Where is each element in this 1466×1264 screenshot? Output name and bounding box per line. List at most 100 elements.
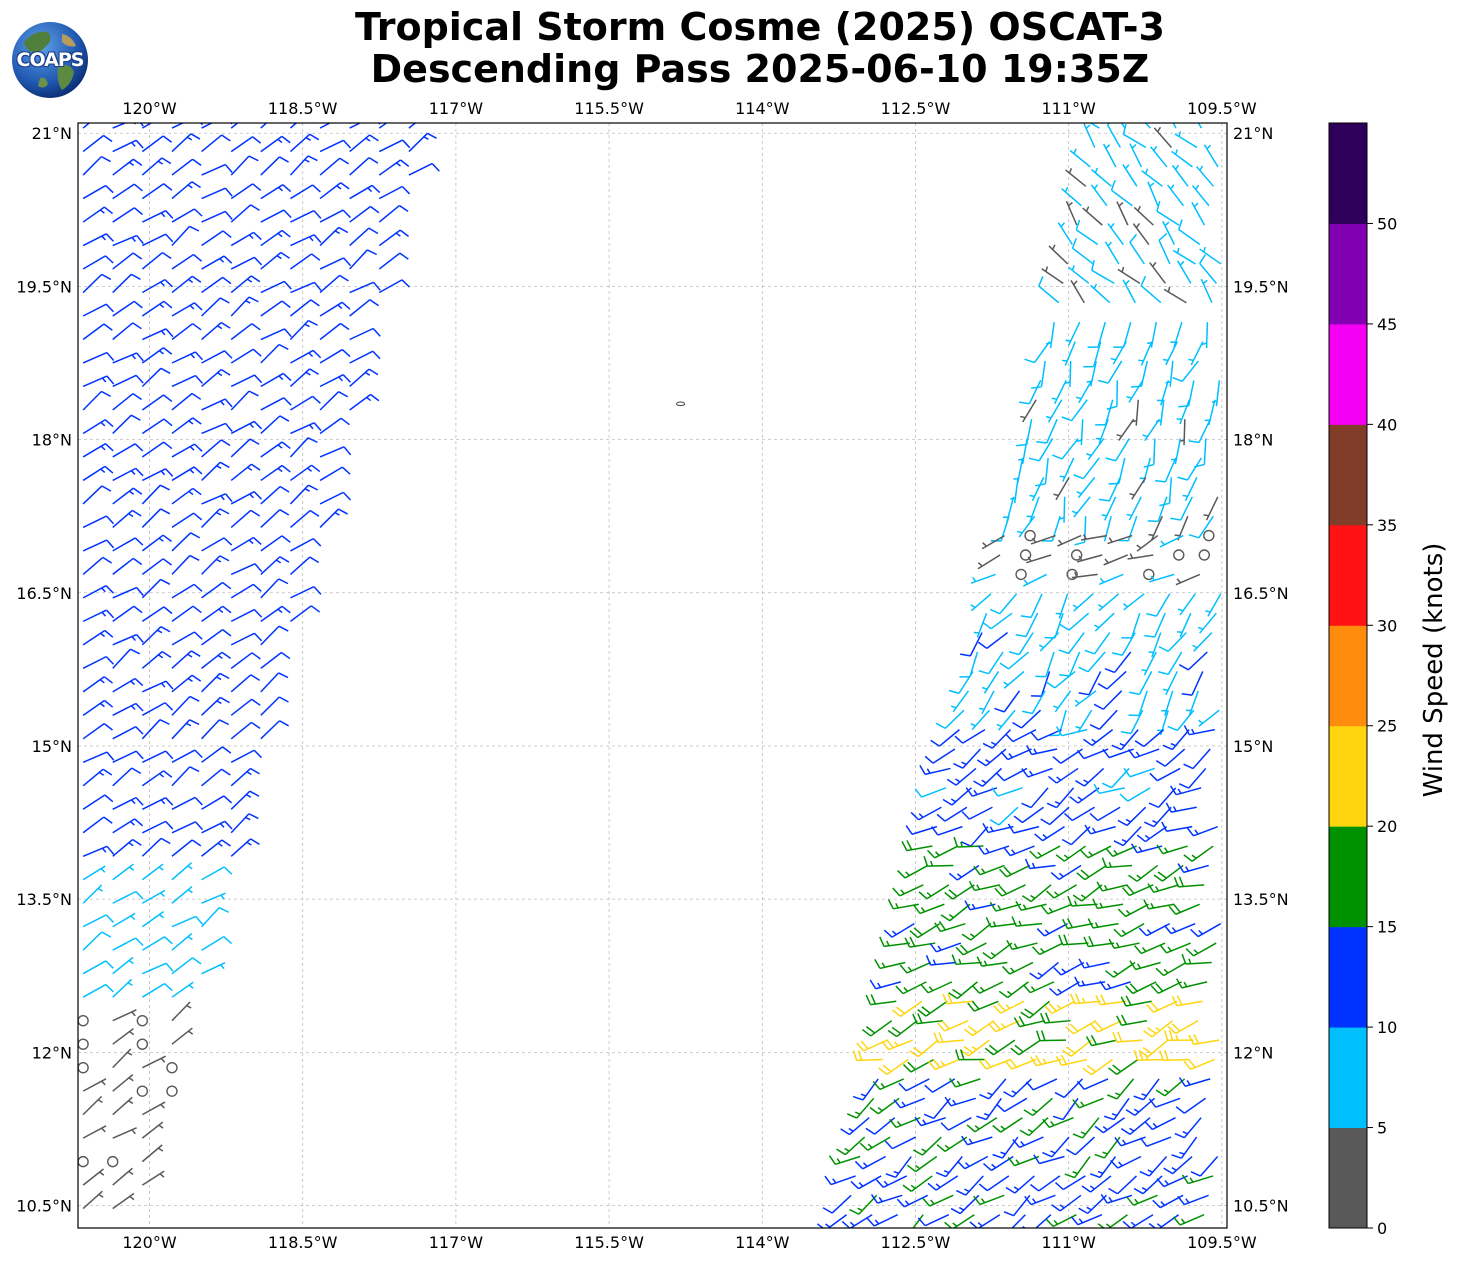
- barb-half: [969, 933, 976, 938]
- wind-barb: [349, 281, 381, 294]
- wind-barb: [349, 327, 381, 341]
- barb-staff: [201, 629, 224, 646]
- wind-barb: [1076, 1078, 1109, 1090]
- wind-barb: [875, 1175, 908, 1188]
- wind-barb: [1022, 981, 1055, 994]
- wind-barb: [141, 300, 173, 317]
- barb-full: [1076, 1080, 1085, 1090]
- barb-full: [193, 466, 203, 475]
- wind-barb: [1138, 341, 1153, 366]
- barb-half: [1138, 846, 1143, 852]
- wind-barb: [1120, 995, 1152, 1007]
- wind-barb: [260, 464, 291, 482]
- barb-half: [978, 707, 985, 711]
- wind-barb: [1201, 322, 1209, 349]
- barb-full: [101, 390, 111, 398]
- wind-barb: [142, 680, 174, 693]
- wind-barb: [1159, 534, 1184, 548]
- wind-barb: [1071, 571, 1098, 579]
- barb-full: [1112, 652, 1123, 656]
- barb-half: [1053, 1219, 1059, 1225]
- barb-staff: [171, 133, 192, 153]
- barb-full: [1095, 994, 1101, 1006]
- barb-staff: [1167, 632, 1187, 652]
- barb-full: [1181, 1174, 1189, 1184]
- barb-full: [926, 849, 936, 859]
- wind-barb: [920, 981, 953, 994]
- barb-full: [865, 994, 872, 1005]
- wind-barb: [82, 914, 115, 928]
- barb-full: [224, 187, 233, 197]
- barb-staff: [1012, 942, 1038, 951]
- barb-full: [989, 901, 997, 912]
- barb-staff: [934, 845, 959, 859]
- barb-staff: [1121, 632, 1136, 656]
- wind-barb: [973, 1194, 1005, 1206]
- wind-barb: [141, 702, 174, 716]
- barb-half: [1110, 357, 1116, 361]
- barb-full: [977, 641, 988, 649]
- barb-half: [1033, 748, 1038, 754]
- barb-staff: [171, 766, 191, 787]
- barb-staff: [112, 633, 137, 646]
- barb-staff: [969, 651, 979, 678]
- wind-barb: [1172, 1214, 1205, 1226]
- barb-full: [251, 652, 261, 660]
- barb-staff: [82, 273, 103, 294]
- wind-barb: [1055, 1054, 1088, 1067]
- barb-staff: [867, 1136, 891, 1151]
- wind-barb: [1155, 748, 1186, 767]
- barb-staff: [289, 509, 311, 528]
- barb-full: [348, 123, 351, 124]
- barb-full: [912, 1013, 918, 1024]
- barb-full: [866, 1217, 875, 1227]
- barb-half: [1145, 1054, 1149, 1061]
- barb-staff: [1107, 360, 1123, 384]
- wind-barb: [869, 979, 901, 990]
- barb-full: [998, 885, 1008, 895]
- barb-full: [1040, 1012, 1046, 1024]
- barb-half: [1071, 510, 1078, 514]
- barb-half: [128, 490, 135, 495]
- wind-barb: [1158, 651, 1183, 676]
- barb-half: [976, 884, 981, 890]
- barb-staff: [141, 606, 165, 622]
- wind-barb: [1081, 1175, 1112, 1193]
- barb-staff: [991, 729, 1012, 749]
- wind-barb: [82, 255, 114, 270]
- barb-half: [99, 209, 105, 214]
- barb-staff: [1175, 787, 1202, 796]
- barb-full: [250, 674, 261, 681]
- barb-full: [194, 821, 204, 831]
- wind-barb: [1031, 671, 1051, 697]
- wind-barb: [1082, 206, 1103, 226]
- wind-barb: [1188, 1033, 1220, 1046]
- barb-half: [1022, 904, 1027, 910]
- barb-staff: [1113, 942, 1140, 950]
- wind-barb: [1117, 515, 1138, 542]
- barb-staff: [171, 487, 194, 505]
- wind-barb: [141, 719, 170, 740]
- barb-staff: [290, 281, 315, 294]
- barb-staff: [1115, 438, 1130, 462]
- wind-barb: [1052, 1097, 1079, 1121]
- wind-barb: [1191, 201, 1206, 226]
- barb-half: [1013, 943, 1018, 949]
- wind-barb: [378, 185, 411, 200]
- barb-staff: [1125, 903, 1149, 918]
- wind-barb: [1126, 379, 1144, 403]
- wind-barb: [923, 1097, 951, 1120]
- wind-barb: [1139, 457, 1152, 484]
- barb-half: [1097, 603, 1104, 609]
- barb-staff: [1100, 1000, 1127, 1006]
- barb-half: [277, 444, 283, 449]
- barb-staff: [1205, 496, 1219, 521]
- wind-barb: [201, 892, 226, 904]
- wind-barb: [230, 204, 260, 223]
- calm-circle: [136, 1085, 149, 1097]
- wind-barb: [230, 231, 262, 247]
- barb-staff: [1138, 690, 1148, 716]
- wind-barb: [926, 845, 959, 859]
- wind-barb: [201, 508, 230, 528]
- barb-half: [189, 304, 195, 310]
